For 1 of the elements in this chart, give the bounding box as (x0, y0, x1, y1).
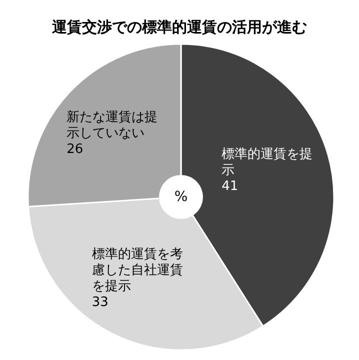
chart-title: 運賃交渉での標準的運賃の活用が進む (51, 18, 308, 37)
